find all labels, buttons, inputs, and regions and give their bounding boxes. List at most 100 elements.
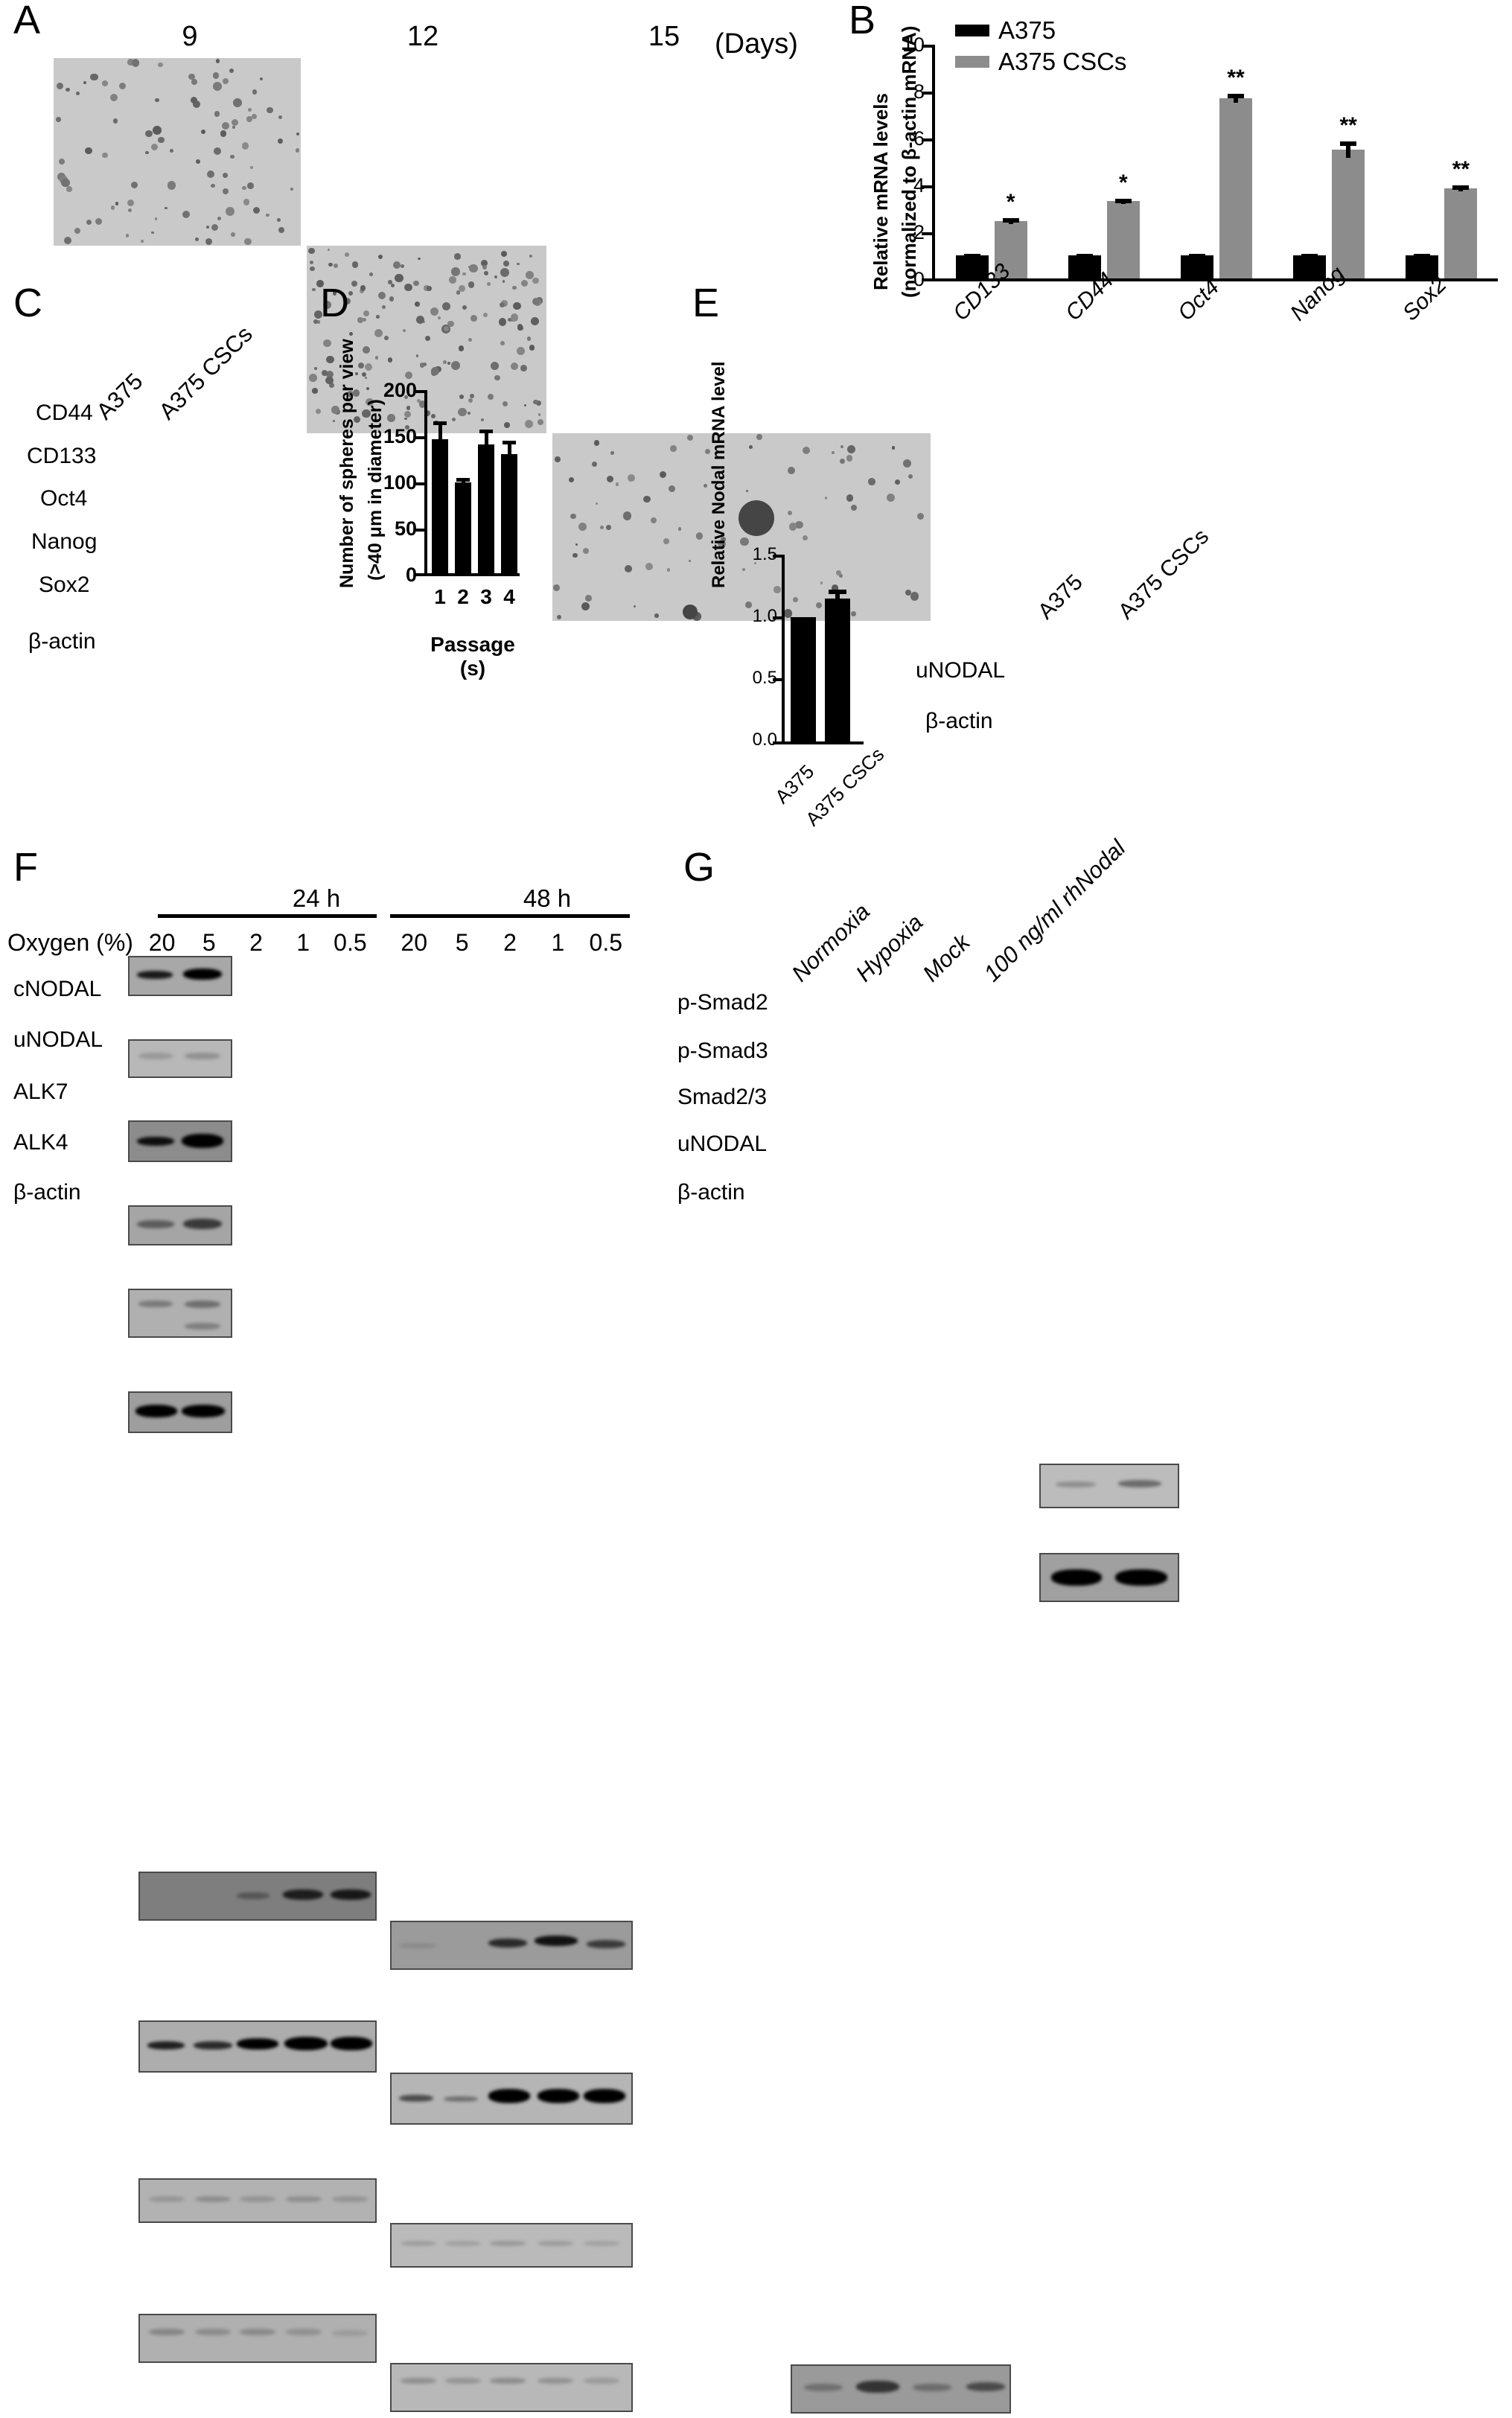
sphere <box>295 148 300 153</box>
sphere <box>102 152 108 159</box>
sphere <box>720 537 726 542</box>
sphere <box>746 490 749 493</box>
panel-b-error-cap <box>1301 254 1318 259</box>
sphere <box>316 320 321 324</box>
sphere <box>231 118 238 127</box>
sphere <box>354 372 358 375</box>
sphere <box>266 213 269 217</box>
panel-b-bar <box>1181 255 1213 278</box>
sphere <box>887 493 896 503</box>
panel-c-blot-nanog <box>128 1205 232 1245</box>
sphere <box>422 363 427 367</box>
panel-e-tickmark <box>773 678 783 681</box>
panel-c-blot-oct4 <box>128 1120 232 1162</box>
sphere <box>387 357 393 363</box>
sphere <box>277 138 283 144</box>
sphere <box>215 59 220 63</box>
sphere <box>244 237 252 246</box>
sphere <box>345 252 350 258</box>
panel-d-ytick-100: 100 <box>383 471 417 494</box>
sphere <box>840 445 843 449</box>
sphere <box>663 538 669 544</box>
sphere <box>188 73 195 80</box>
panel-d-ytick-50: 50 <box>394 517 417 540</box>
sphere <box>624 564 633 572</box>
sphere <box>487 394 494 401</box>
sphere <box>404 417 407 421</box>
sphere <box>243 199 250 205</box>
sphere <box>145 150 149 155</box>
sphere <box>605 524 611 530</box>
sphere <box>252 89 258 95</box>
sphere <box>155 217 158 220</box>
sphere <box>229 68 235 74</box>
sphere <box>634 604 637 607</box>
sphere <box>316 409 321 414</box>
panel-d-tickmark <box>415 529 426 532</box>
panel-d-bar <box>478 444 494 573</box>
sphere <box>525 419 534 429</box>
sphere <box>449 276 456 284</box>
sphere <box>591 461 597 468</box>
sphere <box>260 77 263 80</box>
panel-f-blot-cnodal-24h <box>138 1872 377 1921</box>
sphere <box>508 317 512 322</box>
sphere <box>158 136 165 143</box>
sphere <box>231 232 235 237</box>
sphere <box>754 562 757 565</box>
sphere <box>361 371 367 377</box>
sphere <box>517 325 523 331</box>
sphere <box>868 478 875 485</box>
sphere <box>95 217 102 225</box>
panel-f-blot-alk7-24h <box>138 2178 377 2223</box>
panel-d-error-bar <box>484 429 488 444</box>
sphere <box>332 291 336 296</box>
sphere <box>145 130 153 138</box>
sphere <box>538 413 541 416</box>
sphere <box>803 447 811 455</box>
panel-b-tickmark <box>922 185 934 188</box>
sphere <box>503 260 510 267</box>
sphere <box>593 440 600 446</box>
sphere <box>388 280 393 285</box>
panel-c-blot-cd133 <box>128 1039 232 1078</box>
sphere <box>252 114 258 120</box>
panel-d-error-bar <box>507 440 511 455</box>
sphere <box>666 568 671 572</box>
sphere <box>442 360 447 365</box>
panel-a-days-unit: (Days) <box>715 28 798 60</box>
sphere <box>503 280 505 283</box>
panel-d-bar <box>432 439 448 573</box>
panel-e-ylabel: Relative Nodal mRNA level <box>709 361 729 588</box>
sphere <box>241 142 249 150</box>
sphere <box>529 345 535 351</box>
sphere <box>326 355 334 363</box>
sphere <box>417 399 421 403</box>
sphere <box>527 336 532 341</box>
sphere <box>503 401 508 407</box>
sphere <box>325 370 334 378</box>
panel-f-letter: F <box>13 845 38 890</box>
sphere <box>323 339 331 347</box>
sphere <box>441 302 451 311</box>
panel-b-ylabel-line2: (normalized to β-actin mRNA) <box>898 25 920 298</box>
panel-b-error-cap <box>1076 254 1093 259</box>
panel-b-category-label: Oct4 <box>1173 275 1225 326</box>
sphere <box>392 261 401 269</box>
sphere <box>688 559 692 562</box>
sphere <box>252 206 261 214</box>
sphere <box>451 267 460 276</box>
sphere <box>58 158 66 165</box>
panel-d-ytick-150: 150 <box>383 425 417 447</box>
sphere <box>520 365 527 372</box>
sphere <box>483 271 488 276</box>
sphere <box>654 613 659 618</box>
sphere-image-day9 <box>54 58 301 246</box>
sphere <box>468 281 475 288</box>
panel-b-y-axis <box>932 45 935 281</box>
sphere <box>788 523 797 531</box>
sphere <box>660 470 667 478</box>
sphere <box>503 421 511 428</box>
sphere <box>351 280 358 287</box>
sphere <box>233 98 243 107</box>
